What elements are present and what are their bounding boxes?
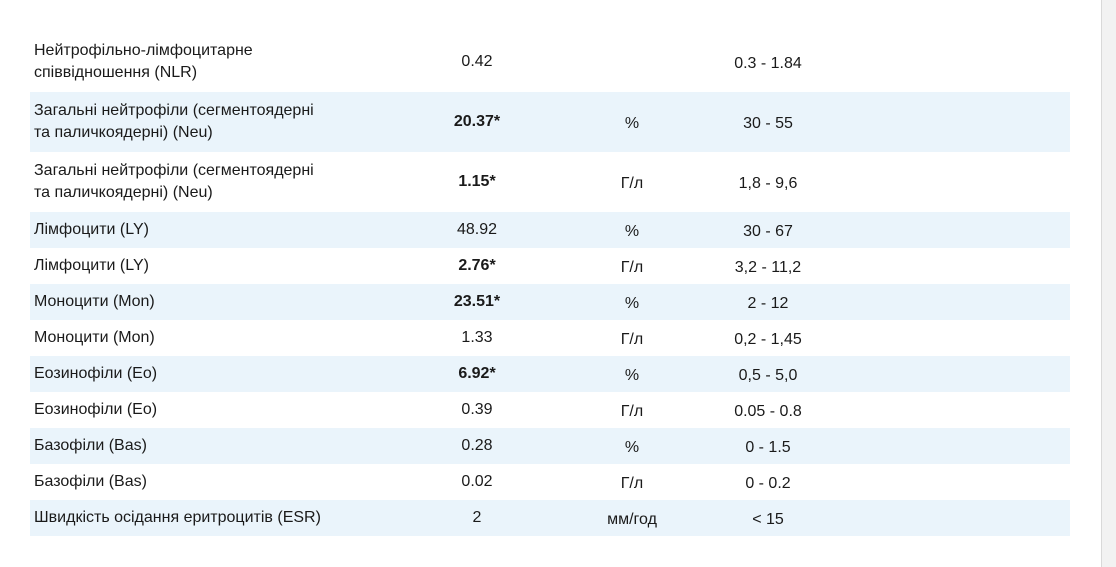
reference-range: 0 - 0.2	[745, 475, 791, 492]
table-row: Нейтрофільно-лімфоцитарне співвідношення…	[30, 32, 1070, 92]
unit: %	[624, 439, 640, 456]
result-value: 23.51*	[453, 293, 501, 310]
result-value: 1.33	[461, 329, 493, 346]
test-name: Моноцити (Mon)	[34, 329, 155, 346]
reference-range: 2 - 12	[747, 295, 789, 312]
reference-range: 30 - 55	[743, 115, 793, 132]
result-value: 48.92	[456, 221, 498, 238]
test-name: Моноцити (Mon)	[34, 293, 155, 310]
reference-range: 0,5 - 5,0	[738, 367, 798, 384]
reference-range: 30 - 67	[743, 223, 793, 240]
unit: %	[624, 367, 640, 384]
unit: Г/л	[620, 175, 644, 192]
test-name: Нейтрофільно-лімфоцитарне співвідношення…	[34, 42, 253, 81]
test-name: Базофіли (Bas)	[34, 437, 147, 454]
result-value: 6.92*	[458, 365, 496, 382]
reference-range: 1,8 - 9,6	[738, 175, 798, 192]
result-value: 0.39	[461, 401, 493, 418]
unit: Г/л	[620, 475, 644, 492]
test-name: Лімфоцити (LY)	[34, 257, 149, 274]
unit: Г/л	[620, 403, 644, 420]
table-row: Моноцити (Mon) 1.33 Г/л 0,2 - 1,45	[30, 320, 1070, 356]
unit: %	[624, 295, 640, 312]
table-row: Базофіли (Bas) 0.02 Г/л 0 - 0.2	[30, 464, 1070, 500]
reference-range: 3,2 - 11,2	[734, 259, 802, 276]
test-name: Базофіли (Bas)	[34, 473, 147, 490]
result-value: 1.15*	[458, 173, 496, 190]
test-name: Еозинофіли (Eo)	[34, 365, 158, 382]
table-row: Лімфоцити (LY) 2.76* Г/л 3,2 - 11,2	[30, 248, 1070, 284]
table-row: Базофіли (Bas) 0.28% 0 - 1.5	[30, 428, 1070, 464]
table-row: Еозинофіли (Eo) 6.92*% 0,5 - 5,0	[30, 356, 1070, 392]
reference-range: 0 - 1.5	[745, 439, 791, 456]
test-name: Загальні нейтрофіли (сегментоядерні та п…	[34, 162, 314, 201]
result-value: 20.37*	[453, 113, 501, 130]
table-row: Моноцити (Mon) 23.51*% 2 - 12	[30, 284, 1070, 320]
reference-range: < 15	[752, 511, 784, 528]
unit: %	[624, 115, 640, 132]
reference-range: 0,2 - 1,45	[734, 331, 802, 348]
scroll-edge	[1101, 0, 1116, 567]
table-row: Загальні нейтрофіли (сегментоядерні та п…	[30, 92, 1070, 152]
table-row: Лімфоцити (LY) 48.92% 30 - 67	[30, 212, 1070, 248]
result-value: 2.76*	[458, 257, 496, 274]
result-value: 0.02	[461, 473, 493, 490]
results-table: Нейтрофільно-лімфоцитарне співвідношення…	[30, 32, 1070, 536]
result-value: 2	[472, 509, 482, 526]
result-value: 0.42	[461, 53, 493, 70]
result-value: 0.28	[461, 437, 493, 454]
table-row: Еозинофіли (Eo) 0.39 Г/л 0.05 - 0.8	[30, 392, 1070, 428]
test-name: Загальні нейтрофіли (сегментоядерні та п…	[34, 102, 314, 141]
test-name: Швидкість осідання еритроцитів (ESR)	[34, 509, 321, 526]
test-name: Еозинофіли (Eo)	[34, 401, 158, 418]
test-name: Лімфоцити (LY)	[34, 221, 149, 238]
unit: Г/л	[620, 331, 644, 348]
table-row: Швидкість осідання еритроцитів (ESR) 2 мм/…	[30, 500, 1070, 536]
unit: %	[624, 223, 640, 240]
reference-range: 0.05 - 0.8	[734, 403, 802, 420]
table-row: Загальні нейтрофіли (сегментоядерні та п…	[30, 152, 1070, 212]
unit: мм/год	[607, 511, 657, 528]
reference-range: 0.3 - 1.84	[734, 55, 802, 72]
unit: Г/л	[620, 259, 644, 276]
